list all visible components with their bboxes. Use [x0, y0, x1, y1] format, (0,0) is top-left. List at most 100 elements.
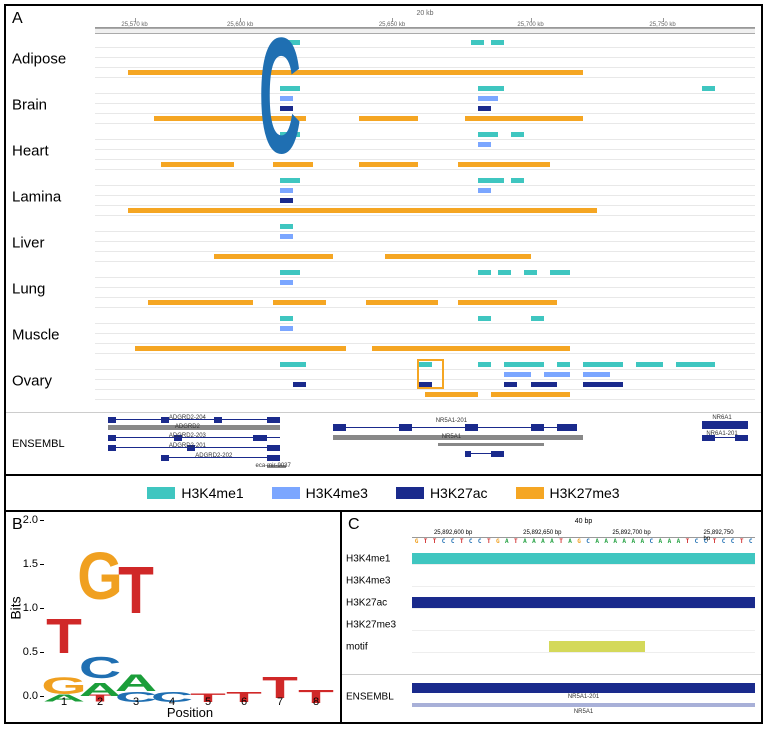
tissue-row-brain: Brain: [6, 82, 761, 128]
gene-label: NR6A1: [712, 415, 731, 421]
tissue-label: Adipose: [12, 51, 92, 68]
seq-base: T: [737, 538, 746, 546]
segment: [504, 382, 517, 387]
segment: [478, 86, 504, 91]
seq-base: A: [502, 538, 511, 546]
tissue-label: Brain: [12, 97, 92, 114]
tissue-row-lung: Lung: [6, 266, 761, 312]
seq-base: A: [638, 538, 647, 546]
panel-c-row-motif: motif: [342, 638, 761, 656]
panel-c-ensembl: ENSEMBL NR5A1-201NR5A1: [342, 674, 761, 718]
panel-c-ruler: 40 bp 25,892,600 bp25,892,650 bp25,892,7…: [412, 518, 755, 538]
xtick-label: 6: [241, 696, 247, 708]
xtick-label: 2: [97, 696, 103, 708]
seq-base: A: [674, 538, 683, 546]
seq-base: A: [520, 538, 529, 546]
seq-base: A: [665, 538, 674, 546]
seq-base: T: [484, 538, 493, 546]
segment: [478, 270, 491, 275]
seq-base: T: [683, 538, 692, 546]
gene-label: NR5A1-201: [568, 694, 599, 700]
panel-b-ylabel: Bits: [8, 596, 24, 619]
gene-label: NR5A1: [574, 709, 593, 715]
xtick-label: 5: [205, 696, 211, 708]
panel-c-ruler-label: 25,892,650 bp: [523, 530, 561, 536]
panel-c-label: C: [348, 516, 360, 534]
seq-base: C: [719, 538, 728, 546]
panel-c-ruler-label: 25,892,600 bp: [434, 530, 472, 536]
segment: [359, 162, 418, 167]
segment: [478, 132, 498, 137]
segment: [511, 132, 524, 137]
segment: [491, 392, 570, 397]
segment: [478, 96, 498, 101]
seq-base: C: [701, 538, 710, 546]
seq-base: T: [511, 538, 520, 546]
segment: [524, 270, 537, 275]
seq-base: A: [593, 538, 602, 546]
seq-base: T: [430, 538, 439, 546]
seq-base: T: [457, 538, 466, 546]
logo-column: TA: [298, 520, 334, 696]
xtick-label: 1: [61, 696, 67, 708]
segment: [366, 300, 439, 305]
segment: [478, 362, 491, 367]
legend: H3K4me1H3K4me3H3K27acH3K27me3: [6, 474, 761, 510]
seq-base: C: [439, 538, 448, 546]
tissue-label: Ovary: [12, 373, 92, 390]
segment: [465, 116, 584, 121]
panel-c-row-H3K4me1: H3K4me1: [342, 550, 761, 568]
seq-base: A: [538, 538, 547, 546]
panel-c-row-H3K27me3: H3K27me3: [342, 616, 761, 634]
logo-letter: A: [281, 0, 351, 683]
panel-c-bar: [549, 641, 645, 652]
segment: [471, 40, 484, 45]
segment: [702, 86, 715, 91]
panel-c-row-label: H3K4me3: [346, 576, 410, 587]
panel-c-ruler-label: 25,892,700 bp: [612, 530, 650, 536]
tissue-row-adipose: Adipose: [6, 36, 761, 82]
seq-base: T: [421, 538, 430, 546]
panel-b-logo: AGTTACGCATCATATATCTA: [46, 520, 334, 696]
legend-label: H3K27me3: [550, 485, 620, 501]
panel-a-ensembl-row: ENSEMBL ADGRD2-204ADGRD2ADGRD2-203ADGRD2…: [6, 412, 761, 474]
seq-base: A: [611, 538, 620, 546]
gene-label: NR5A1-201: [436, 418, 467, 424]
seq-base: A: [656, 538, 665, 546]
tissue-label: Liver: [12, 235, 92, 252]
legend-swatch: [516, 487, 544, 499]
segment: [372, 346, 570, 351]
segment: [491, 40, 504, 45]
panel-a: A 20 kb 25,570 kb25,600 kb25,650 kb25,70…: [6, 6, 761, 474]
panel-c-row-label: H3K27ac: [346, 598, 410, 609]
seq-base: A: [547, 538, 556, 546]
seq-base: C: [466, 538, 475, 546]
ytick-label: 1.5: [23, 558, 38, 570]
tissue-row-lamina: Lamina: [6, 174, 761, 220]
tissue-row-heart: Heart: [6, 128, 761, 174]
panel-c-bar: [412, 597, 755, 608]
segment: [636, 362, 662, 367]
segment: [478, 142, 491, 147]
seq-base: C: [692, 538, 701, 546]
seq-base: G: [575, 538, 584, 546]
panel-a-ensembl-label: ENSEMBL: [12, 438, 65, 450]
segment: [385, 254, 530, 259]
panel-b: B Bits 0.00.51.01.52.0 AGTTACGCATCATATAT…: [6, 512, 342, 722]
seq-base: A: [529, 538, 538, 546]
tissue-row-ovary: Ovary: [6, 358, 761, 404]
seq-base: G: [412, 538, 421, 546]
segment: [676, 362, 716, 367]
segment: [458, 300, 557, 305]
seq-base: A: [602, 538, 611, 546]
seq-base: T: [710, 538, 719, 546]
panel-a-track-area: 20 kb 25,570 kb25,600 kb25,650 kb25,700 …: [6, 6, 761, 474]
panel-a-scale: 20 kb: [416, 10, 433, 17]
panel-c: C 40 bp 25,892,600 bp25,892,650 bp25,892…: [342, 512, 761, 722]
segment: [425, 392, 478, 397]
panel-c-row-H3K27ac: H3K27ac: [342, 594, 761, 612]
xtick-label: 4: [169, 696, 175, 708]
segment: [583, 362, 623, 367]
segment: [531, 316, 544, 321]
xtick-label: 8: [313, 696, 319, 708]
